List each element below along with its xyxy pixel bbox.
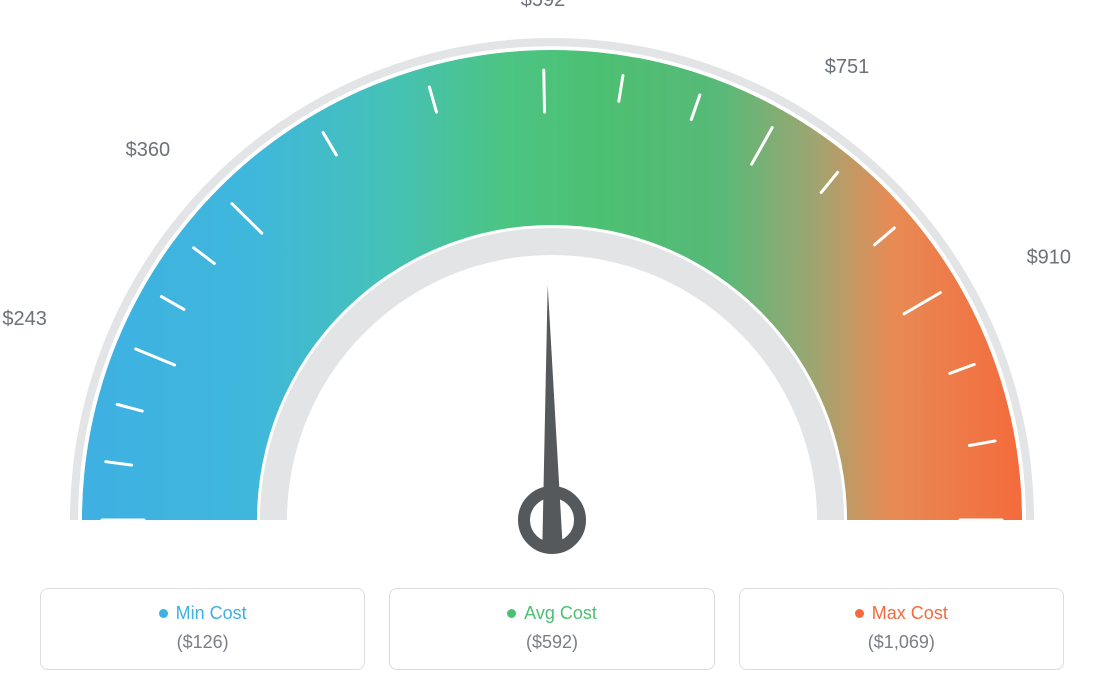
legend-card-avg: Avg Cost ($592) — [389, 588, 714, 670]
legend-title-label: Avg Cost — [524, 603, 597, 624]
legend-dot-icon — [159, 609, 168, 618]
gauge-svg: $126$243$360$592$751$910$1,069 — [0, 0, 1104, 560]
legend-title-max: Max Cost — [855, 603, 948, 624]
gauge-area: $126$243$360$592$751$910$1,069 — [0, 0, 1104, 560]
legend-card-min: Min Cost ($126) — [40, 588, 365, 670]
legend-value-avg: ($592) — [400, 632, 703, 653]
tick-label: $592 — [521, 0, 566, 11]
legend-title-label: Max Cost — [872, 603, 948, 624]
legend-value-min: ($126) — [51, 632, 354, 653]
legend-row: Min Cost ($126) Avg Cost ($592) Max Cost ($1,… — [0, 588, 1104, 670]
major-tick — [544, 70, 545, 112]
tick-label: $910 — [1027, 246, 1072, 268]
legend-value-max: ($1,069) — [750, 632, 1053, 653]
legend-title-min: Min Cost — [159, 603, 247, 624]
legend-card-max: Max Cost ($1,069) — [739, 588, 1064, 670]
tick-label: $751 — [825, 56, 870, 78]
gauge-needle — [520, 285, 581, 549]
legend-title-label: Min Cost — [176, 603, 247, 624]
tick-label: $360 — [126, 139, 171, 161]
chart-container: $126$243$360$592$751$910$1,069 Min Cost(… — [0, 0, 1104, 690]
legend-dot-icon — [507, 609, 516, 618]
legend-dot-icon — [855, 609, 864, 618]
legend-title-avg: Avg Cost — [507, 603, 597, 624]
tick-label: $243 — [2, 308, 47, 330]
